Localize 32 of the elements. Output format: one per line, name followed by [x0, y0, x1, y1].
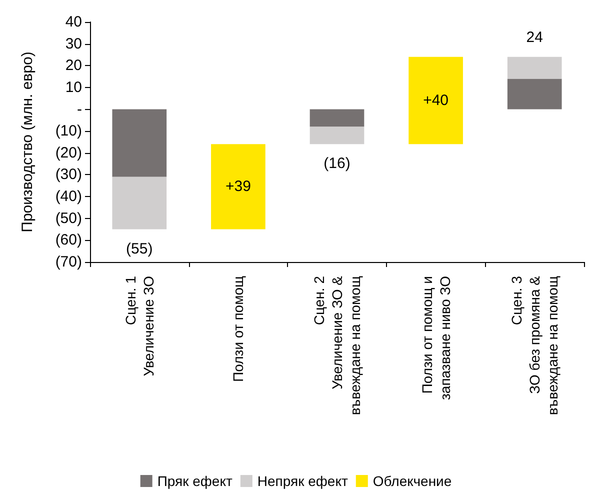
x-tick-label: Сцен. 2 Увеличение ЗО & въвеждане на помощ [311, 275, 363, 416]
bar [112, 109, 167, 177]
bar [211, 144, 266, 230]
data-label: +39 [225, 178, 251, 196]
x-tick-label: Сцен. 1 Увеличение ЗО [122, 276, 156, 376]
y-tick-label: (20) [55, 144, 82, 162]
y-tick-label: 40 [65, 14, 82, 30]
data-label: +40 [423, 92, 449, 110]
legend-label: Непряк ефект [257, 473, 348, 489]
total-label: (16) [324, 155, 350, 172]
y-tick-label: 10 [65, 78, 82, 96]
legend-label: Облекчение [372, 473, 452, 489]
y-tick-label: - [77, 100, 82, 118]
y-tick-label: (30) [55, 166, 82, 184]
bar [408, 56, 463, 144]
y-tick-label: (60) [55, 232, 82, 249]
legend-label: Пряк ефект [157, 473, 233, 489]
bar [507, 56, 562, 79]
y-tick-label: 20 [65, 57, 82, 74]
x-tick-label: Ползи от помощ [230, 276, 246, 382]
y-tick-label: (50) [55, 210, 82, 227]
y-tick-label: (10) [55, 122, 82, 140]
y-axis-title: Производство (млн. евро) [19, 52, 36, 232]
bar [310, 126, 364, 144]
bar [310, 109, 364, 127]
bar [507, 78, 562, 110]
y-tick-label: 30 [65, 35, 82, 52]
y-tick-label: (40) [55, 188, 82, 206]
bar [112, 176, 167, 230]
total-label: (55) [126, 240, 153, 258]
total-label: 24 [526, 28, 543, 46]
y-tick-label: (70) [55, 254, 82, 270]
